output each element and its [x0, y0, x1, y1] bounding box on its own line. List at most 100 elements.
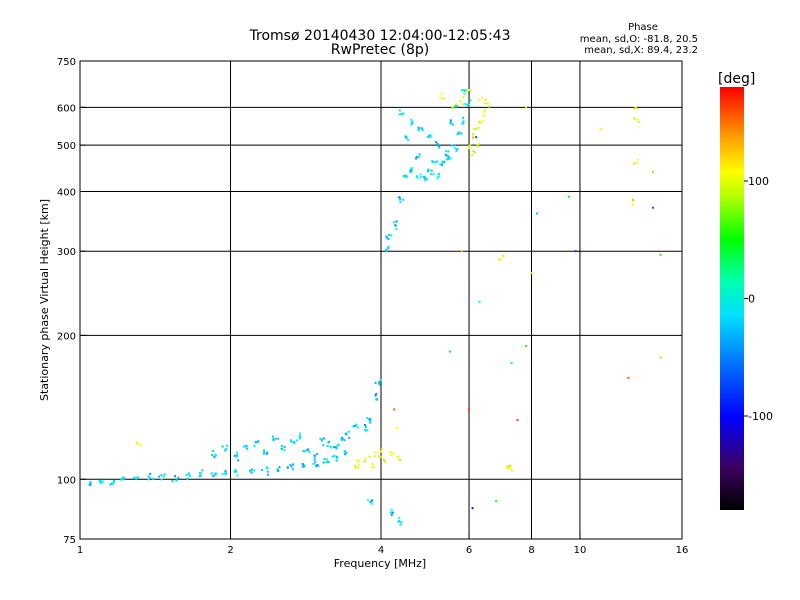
data-point [357, 466, 360, 469]
data-point [186, 477, 189, 480]
data-point [399, 198, 402, 201]
data-point [384, 248, 387, 251]
data-point [302, 465, 305, 468]
data-point [488, 105, 491, 108]
data-point [367, 499, 370, 502]
data-point [447, 158, 450, 161]
chart-title-line2: RwPretec (8p) [331, 42, 429, 58]
data-point [418, 153, 421, 156]
data-point [390, 453, 393, 456]
data-point [460, 250, 463, 253]
colorbar: [deg] 100 0 -100 [718, 71, 773, 510]
data-point [410, 123, 413, 126]
data-point [188, 473, 190, 476]
chart-title-line1: Tromsø 20140430 12:04:00-12:05:43 [249, 28, 511, 44]
data-point [385, 235, 388, 238]
data-point [418, 127, 421, 129]
data-point [323, 458, 326, 460]
data-point [446, 154, 449, 157]
data-point [405, 174, 408, 177]
data-point [632, 162, 635, 165]
data-point [274, 437, 277, 440]
data-point [319, 437, 322, 440]
data-point [410, 167, 413, 169]
data-point [509, 467, 512, 470]
data-point [473, 128, 476, 130]
data-point [449, 350, 452, 353]
data-point [136, 443, 139, 446]
data-point [189, 475, 191, 478]
data-point [353, 464, 356, 467]
data-point [280, 444, 283, 447]
data-point [365, 429, 367, 432]
data-point [460, 132, 463, 135]
data-point [293, 441, 296, 443]
data-point [457, 132, 460, 135]
data-point [471, 154, 474, 156]
colorbar-tick-label: -100 [748, 410, 773, 423]
data-point [313, 458, 316, 461]
data-point [290, 440, 292, 443]
data-point [599, 128, 602, 131]
data-point [305, 449, 308, 451]
data-point [176, 478, 179, 481]
data-point [337, 443, 340, 446]
data-point [283, 449, 286, 452]
data-point [478, 300, 481, 303]
data-point [372, 466, 375, 469]
data-point [417, 155, 420, 158]
data-point [316, 464, 319, 466]
data-point [525, 345, 527, 347]
y-tick-label: 500 [57, 141, 76, 152]
data-point [374, 394, 377, 397]
data-point [402, 112, 405, 115]
y-axis-label: Stationary phase Virtual Height [km] [38, 199, 51, 401]
data-point [175, 479, 178, 482]
data-point [235, 455, 238, 458]
data-point [244, 445, 247, 448]
colorbar-tick-label: 100 [748, 175, 769, 188]
data-point [152, 477, 155, 480]
data-point [463, 90, 466, 93]
data-point [110, 482, 113, 485]
data-point [633, 107, 636, 110]
data-point [378, 383, 381, 386]
data-point [316, 453, 318, 455]
data-point [506, 465, 509, 467]
data-point [462, 116, 465, 119]
data-point [342, 438, 345, 440]
data-point [449, 121, 452, 124]
data-point [336, 444, 339, 447]
data-point [429, 134, 432, 136]
data-point [627, 376, 630, 379]
y-tick-label: 100 [57, 475, 76, 486]
data-point [322, 444, 325, 447]
data-point [416, 176, 419, 179]
data-point [445, 150, 448, 153]
x-tick-label: 1 [77, 545, 83, 556]
data-point [312, 462, 315, 465]
data-point [112, 482, 114, 485]
data-point [373, 455, 376, 458]
data-point [352, 425, 355, 428]
data-point [335, 447, 338, 450]
data-point [365, 426, 367, 429]
data-point [432, 160, 435, 163]
data-point [484, 102, 487, 105]
data-point [398, 520, 401, 523]
data-point [89, 483, 92, 485]
data-point [476, 143, 479, 146]
data-point [463, 92, 466, 95]
data-point [468, 408, 470, 411]
data-point [502, 254, 505, 257]
data-point [405, 136, 408, 139]
data-point [509, 464, 512, 467]
data-point [283, 446, 286, 448]
data-point [400, 112, 402, 115]
data-point [137, 476, 140, 479]
data-point [426, 178, 429, 181]
data-point [248, 469, 251, 472]
data-point [383, 458, 385, 461]
data-point [430, 169, 433, 172]
data-point [510, 362, 513, 365]
